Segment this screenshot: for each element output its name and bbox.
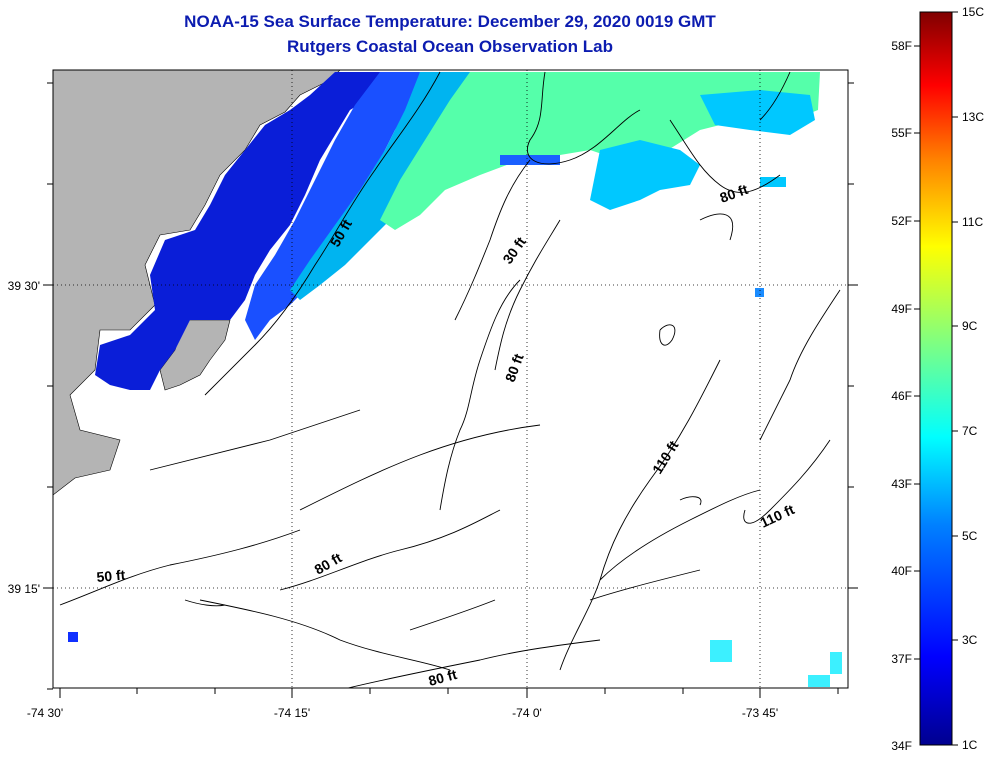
colorbar	[919, 11, 953, 746]
colorbar-f-label: 40F	[891, 564, 912, 578]
colorbar-f-label: 43F	[891, 477, 912, 491]
x-tick-label: -73 45'	[742, 706, 778, 720]
colorbar-c-label: 11C	[962, 215, 983, 229]
x-tick-label: -74 30'	[27, 706, 63, 720]
colorbar-ticks	[914, 11, 958, 746]
sst-pixel	[808, 675, 830, 687]
map-title: NOAA-15 Sea Surface Temperature: Decembe…	[184, 12, 716, 31]
y-tick-label: 39 15'	[8, 582, 40, 596]
colorbar-c-label: 9C	[962, 319, 978, 333]
colorbar-f-label: 46F	[891, 389, 912, 403]
grid-lines	[53, 70, 848, 688]
colorbar-f-label: 55F	[891, 126, 912, 140]
land-mass	[53, 70, 341, 496]
sst-cold-band	[95, 72, 380, 390]
sst-cyan-patches	[500, 90, 815, 210]
sst-pixel	[755, 288, 764, 297]
map-frame	[52, 69, 849, 689]
contour-label: 50 ft	[96, 567, 126, 585]
colorbar-c-label: 5C	[962, 529, 978, 543]
colorbar-f-label: 49F	[891, 302, 912, 316]
sst-pixel	[710, 640, 732, 662]
colorbar-c-label: 7C	[962, 424, 978, 438]
colorbar-f-label: 34F	[891, 739, 912, 753]
sst-mid-band	[290, 72, 470, 300]
sst-pixel	[68, 632, 78, 642]
colorbar-f-label: 37F	[891, 652, 912, 666]
sst-cool-band	[245, 72, 420, 340]
colorbar-c-label: 3C	[962, 633, 978, 647]
colorbar-c-label: 15C	[962, 5, 984, 19]
map-subtitle: Rutgers Coastal Ocean Observation Lab	[287, 37, 613, 56]
colorbar-c-label: 1C	[962, 738, 978, 752]
colorbar-c-label: 13C	[962, 110, 984, 124]
colorbar-f-label: 52F	[891, 214, 912, 228]
x-tick-label: -74 15'	[274, 706, 310, 720]
x-tick-label: -74 0'	[512, 706, 542, 720]
y-tick-label: 39 30'	[8, 279, 40, 293]
sst-pixel	[830, 652, 842, 674]
axis-ticks	[43, 82, 858, 698]
contour-label: 80 ft	[427, 666, 459, 689]
colorbar-f-label: 58F	[891, 39, 912, 53]
bathymetry-contours	[59, 71, 841, 688]
